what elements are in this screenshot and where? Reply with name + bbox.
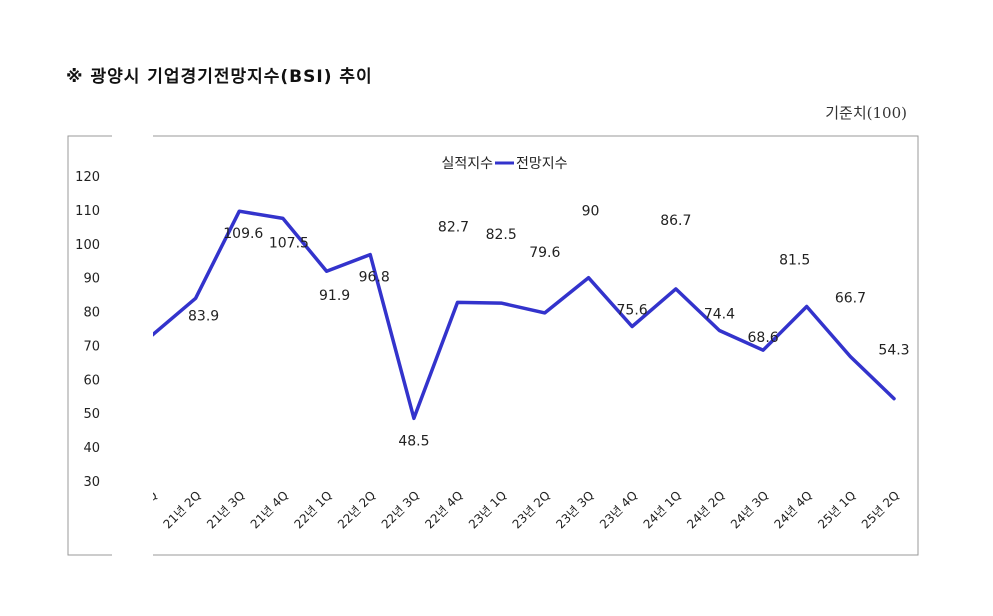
- series-group: [150, 209, 896, 421]
- page-title: ※ 광양시 기업경기전망지수(BSI) 추이: [66, 67, 373, 87]
- y-tick-label: 110: [75, 204, 100, 219]
- data-label: 68.6: [748, 330, 779, 346]
- data-point: [412, 416, 416, 420]
- legend-label-1: 실적지수: [441, 156, 493, 172]
- data-label: 83.9: [188, 308, 219, 324]
- data-point: [456, 300, 460, 304]
- data-label: 82.7: [438, 219, 469, 235]
- data-label: 107.5: [269, 235, 309, 251]
- data-point: [892, 397, 896, 401]
- data-label: 109.6: [223, 226, 263, 242]
- data-point: [717, 329, 721, 333]
- data-label: 66.7: [835, 291, 866, 307]
- data-point: [674, 287, 678, 291]
- data-point: [368, 253, 372, 257]
- data-point: [237, 209, 241, 213]
- data-point: [761, 348, 765, 352]
- data-label: 82.5: [486, 227, 517, 243]
- data-point: [805, 305, 809, 309]
- data-label: 75.6: [617, 303, 648, 319]
- data-point: [281, 216, 285, 220]
- data-label: 79.6: [529, 245, 560, 261]
- data-point: [587, 276, 591, 280]
- data-point: [325, 269, 329, 273]
- data-label: 48.5: [398, 433, 429, 449]
- data-label: 86.7: [660, 213, 691, 229]
- y-tick-label: 80: [83, 306, 100, 321]
- data-label: 90: [582, 204, 600, 220]
- data-point: [194, 296, 198, 300]
- y-tick-label: 90: [83, 272, 100, 287]
- data-point: [630, 325, 634, 329]
- data-label: 74.4: [704, 307, 735, 323]
- y-tick-label: 100: [75, 238, 100, 253]
- chart-frame: [67, 135, 919, 556]
- data-label: 91.9: [319, 288, 350, 304]
- y-tick-label: 30: [83, 475, 100, 490]
- y-tick-label: 70: [83, 339, 100, 354]
- y-tick-label: 40: [83, 441, 100, 456]
- left-mask: [112, 128, 153, 569]
- data-point: [848, 355, 852, 359]
- y-axis: 30 40 50 60 70 80 90 100 110 120: [75, 170, 100, 490]
- legend-label-2: 전망지수: [516, 156, 568, 172]
- series-line-forecast: [150, 209, 896, 421]
- y-tick-label: 60: [83, 373, 100, 388]
- data-label: 96.8: [359, 270, 390, 286]
- data-labels: 383.9109.6107.591.996.848.582.782.579.69…: [144, 204, 910, 450]
- y-tick-label: 120: [75, 170, 100, 185]
- data-point: [543, 311, 547, 315]
- y-tick-label: 50: [83, 407, 100, 422]
- legend: 실적지수 전망지수: [441, 156, 567, 172]
- data-label: 54.3: [878, 343, 909, 359]
- data-label: 81.5: [779, 253, 810, 269]
- baseline-note: 기준치(100): [825, 104, 907, 122]
- data-point: [499, 301, 503, 305]
